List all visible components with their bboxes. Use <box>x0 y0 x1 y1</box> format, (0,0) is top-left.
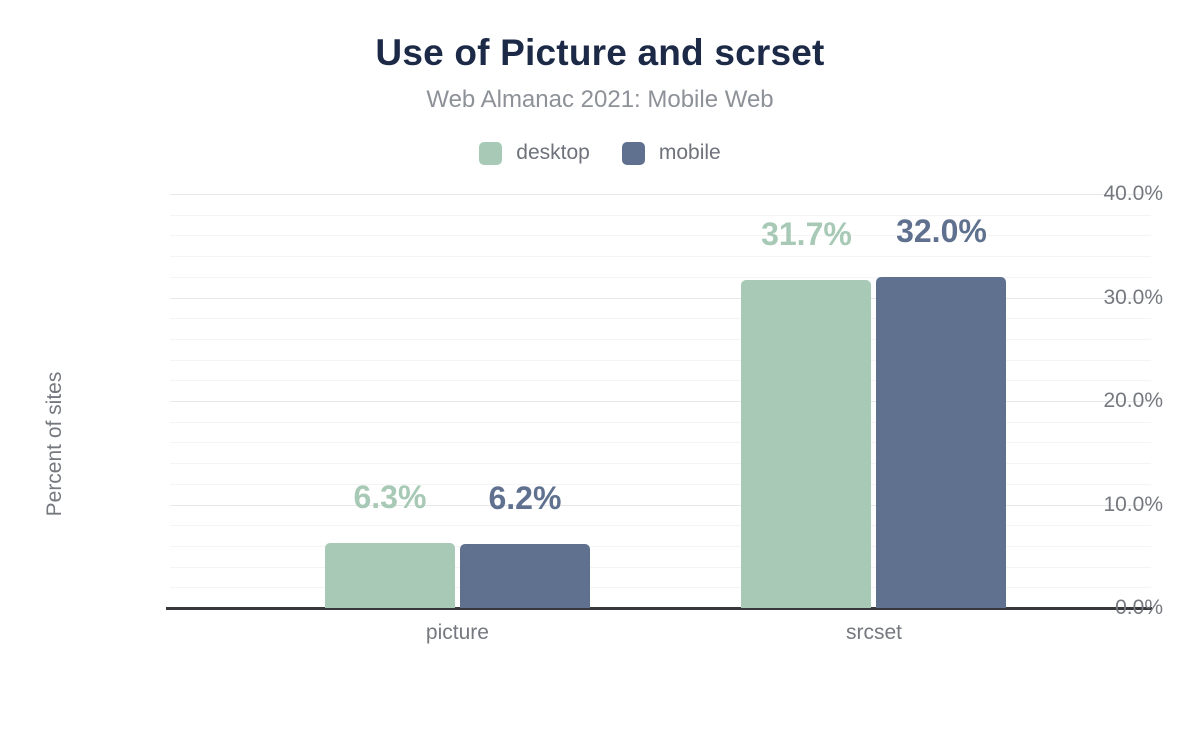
chart-legend: desktop mobile <box>0 141 1200 165</box>
gridline-minor <box>170 256 1151 258</box>
x-tick-label: picture <box>425 621 489 644</box>
gridline-major <box>170 194 1151 195</box>
plot-area: 6.3% 6.2% 31.7% 32.0% <box>166 194 1152 610</box>
y-tick-label: 20.0% <box>1103 389 1163 412</box>
gridline-major <box>170 401 1151 402</box>
gridline-minor <box>170 276 1151 278</box>
x-axis-line <box>166 607 1152 610</box>
bar-value-label: 6.3% <box>353 478 427 515</box>
gridline-minor <box>170 587 1151 589</box>
gridline-minor <box>170 525 1151 527</box>
gridline-minor <box>170 235 1151 237</box>
legend-item-desktop: desktop <box>479 141 590 165</box>
legend-swatch-mobile <box>621 141 645 165</box>
gridline-major <box>170 297 1151 299</box>
gridline-minor <box>170 214 1151 216</box>
gridline-minor <box>170 359 1151 361</box>
x-tick-label: srcset <box>845 621 902 644</box>
legend-label-mobile: mobile <box>658 141 721 164</box>
y-tick-label: 0.0% <box>1115 596 1163 619</box>
legend-swatch-desktop <box>479 141 503 165</box>
gridline-minor <box>170 442 1151 444</box>
gridline-major <box>170 504 1151 506</box>
chart-subtitle: Web Almanac 2021: Mobile Web <box>426 86 774 113</box>
gridline-minor <box>170 318 1151 320</box>
gridline-minor <box>170 421 1151 423</box>
bar-value-label: 32.0% <box>896 212 987 249</box>
bar-mobile-srcset <box>876 276 1007 608</box>
chart-title: Use of Picture and scrset <box>375 32 825 73</box>
gridline-minor <box>170 483 1151 485</box>
bar-mobile-picture <box>459 543 590 608</box>
y-axis-title: Percent of sites <box>43 371 66 517</box>
bar-value-label: 31.7% <box>761 215 852 252</box>
legend-item-mobile: mobile <box>621 141 721 165</box>
gridline-minor <box>170 463 1151 465</box>
bar-value-label: 6.2% <box>488 479 562 516</box>
gridline-minor <box>170 380 1151 382</box>
gridline-minor <box>170 338 1151 340</box>
gridline-minor <box>170 566 1151 568</box>
y-tick-label: 40.0% <box>1103 182 1163 205</box>
bar-desktop-picture <box>324 542 455 608</box>
bar-desktop-srcset <box>741 279 872 608</box>
legend-label-desktop: desktop <box>516 141 590 164</box>
y-tick-label: 10.0% <box>1103 492 1163 516</box>
gridline-minor <box>170 545 1151 547</box>
y-tick-label: 30.0% <box>1103 285 1163 309</box>
